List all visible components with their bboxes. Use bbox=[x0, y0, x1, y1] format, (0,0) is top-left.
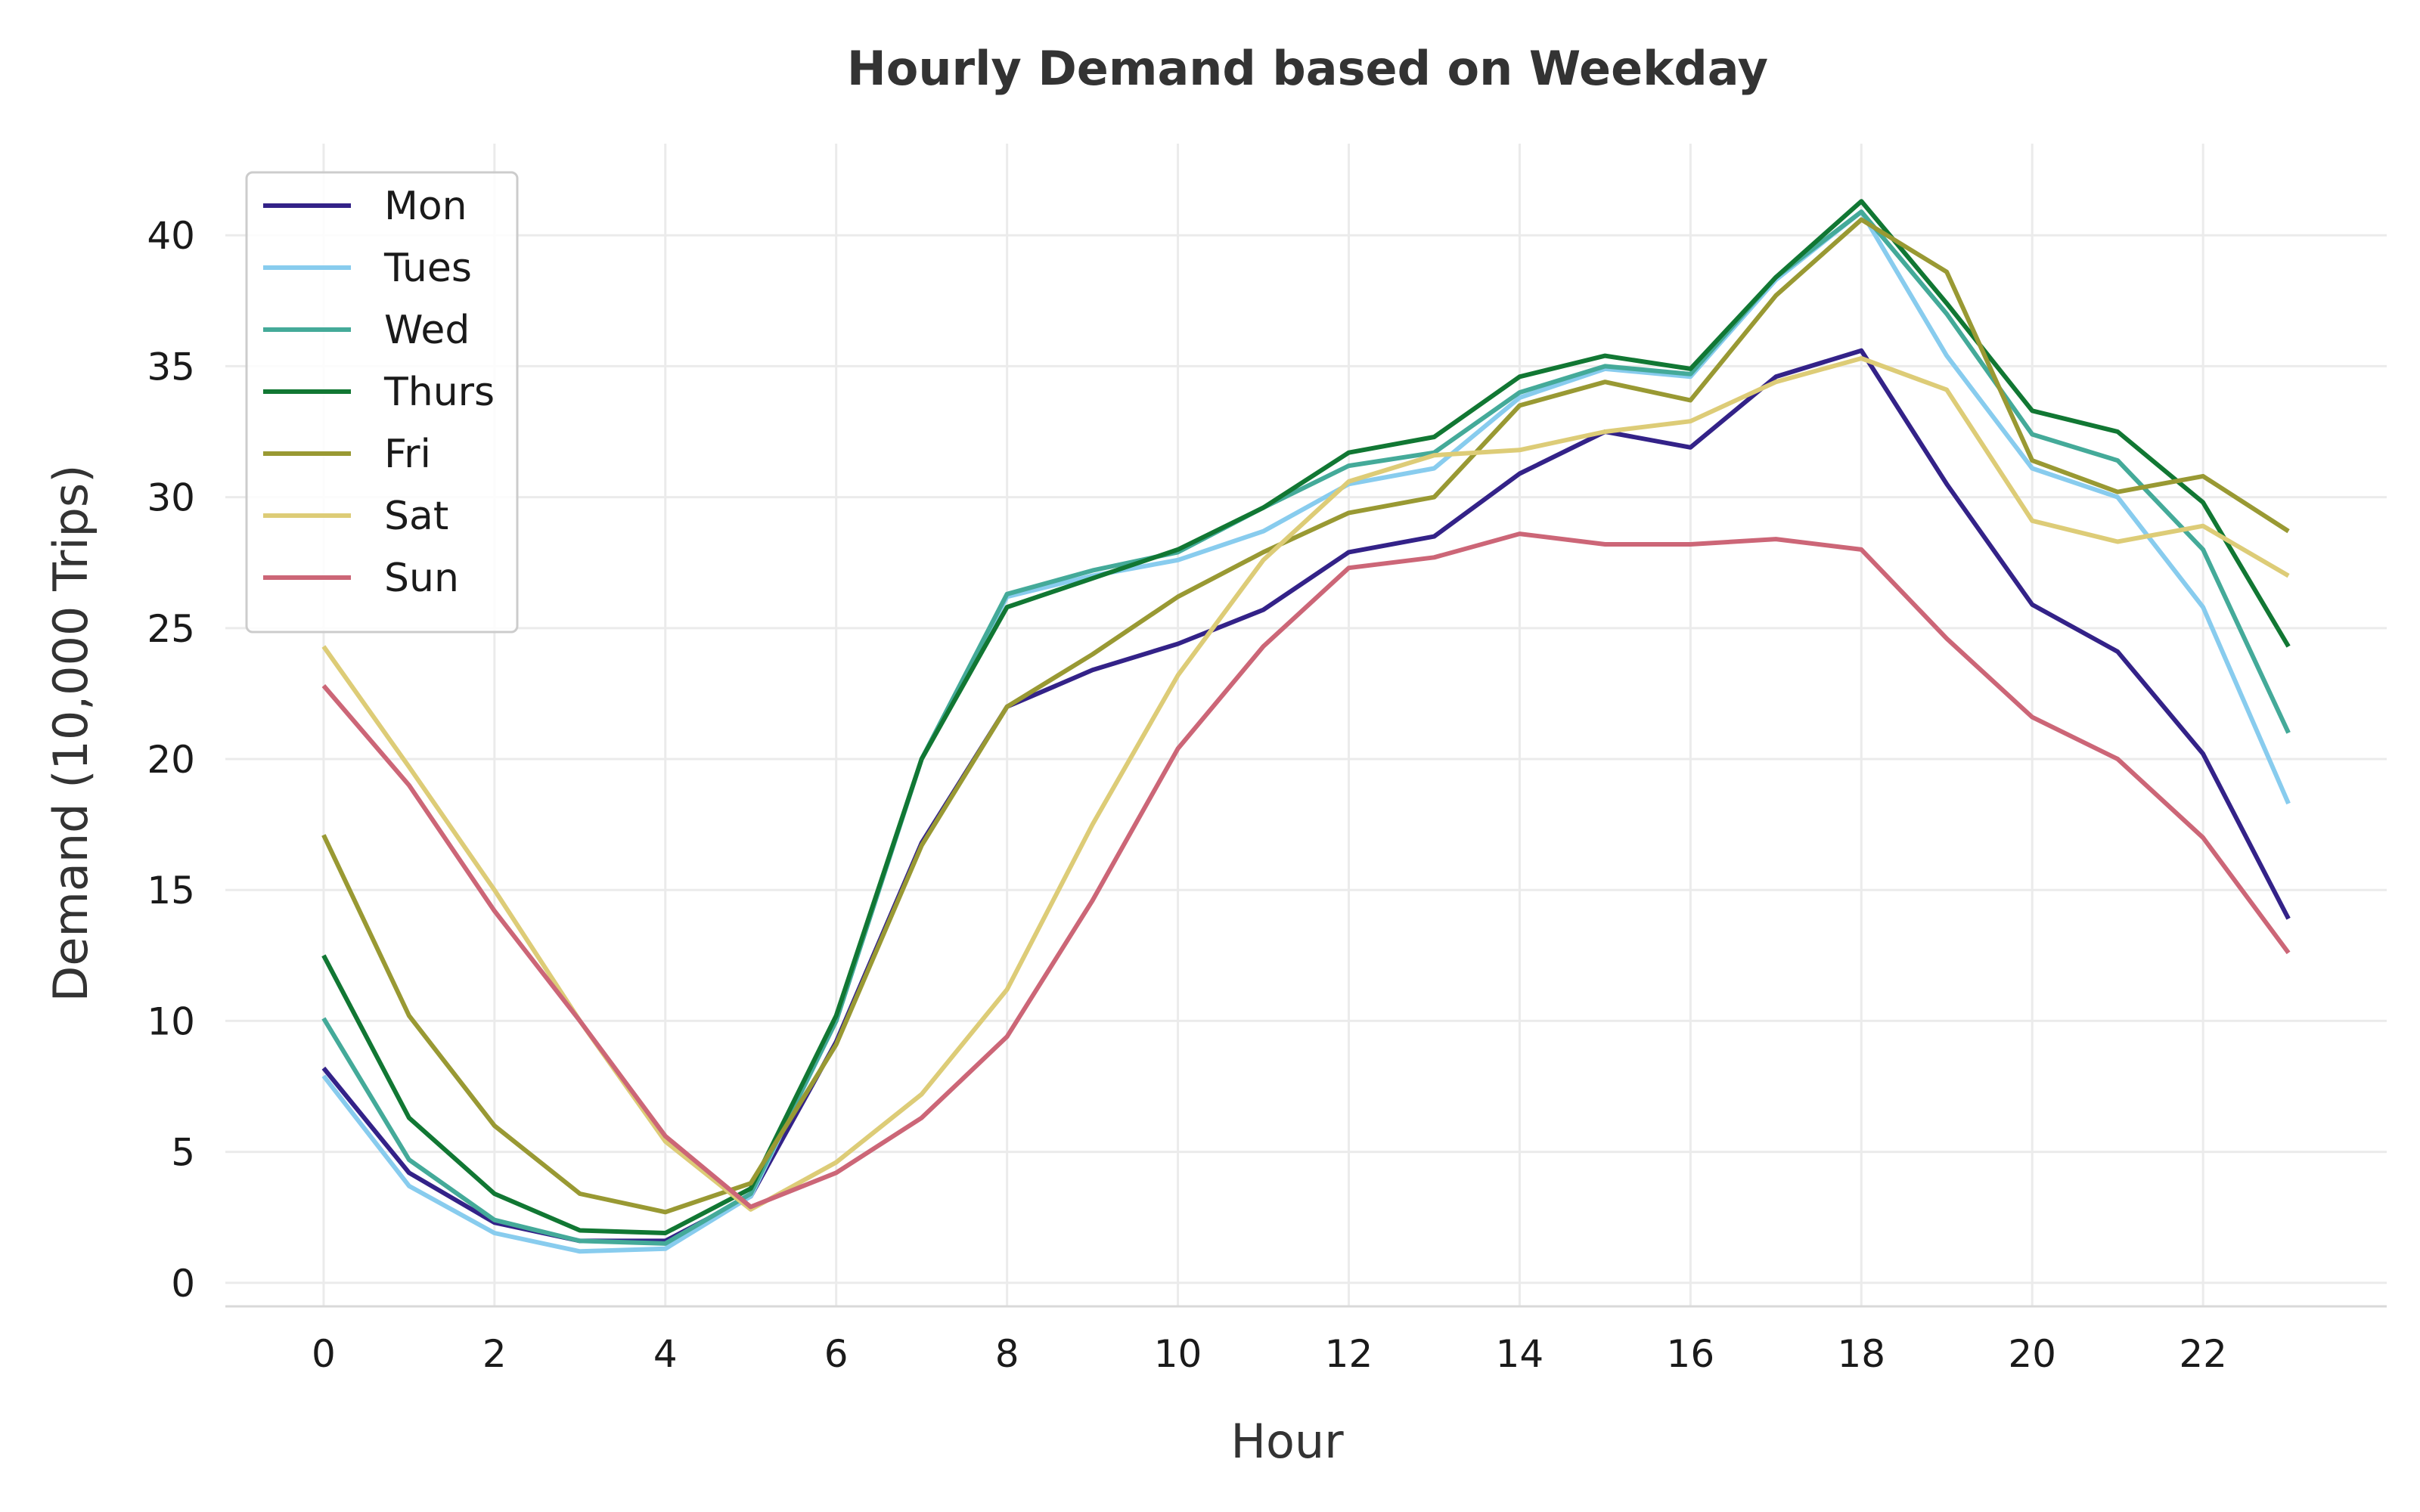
grid-lines bbox=[225, 144, 2387, 1306]
x-tick-label: 8 bbox=[995, 1332, 1019, 1376]
y-tick-label: 15 bbox=[147, 869, 195, 912]
legend-label-wed: Wed bbox=[384, 308, 470, 353]
x-tick-label: 18 bbox=[1837, 1332, 1885, 1376]
y-tick-label: 35 bbox=[147, 345, 195, 389]
y-tick-label: 40 bbox=[147, 214, 195, 258]
legend-label-sat: Sat bbox=[384, 494, 448, 539]
chart-title: Hourly Demand based on Weekday bbox=[847, 41, 1768, 96]
legend-label-sun: Sun bbox=[384, 556, 459, 601]
series-line-tues bbox=[321, 209, 2291, 1254]
legend-label-tues: Tues bbox=[383, 246, 472, 291]
y-axis-label: Demand (10,000 Trips) bbox=[43, 465, 98, 1002]
series-lines bbox=[321, 199, 2291, 1254]
series-line-wed bbox=[321, 209, 2291, 1246]
y-tick-label: 5 bbox=[171, 1131, 195, 1175]
x-tick-label: 0 bbox=[312, 1332, 336, 1376]
y-tick-label: 0 bbox=[171, 1262, 195, 1306]
legend-label-thurs: Thurs bbox=[383, 370, 495, 415]
x-tick-label: 20 bbox=[2008, 1332, 2056, 1376]
x-axis-label: Hour bbox=[1230, 1414, 1344, 1469]
y-tick-label: 20 bbox=[147, 738, 195, 782]
x-tick-label: 22 bbox=[2179, 1332, 2227, 1376]
x-tick-label: 16 bbox=[1667, 1332, 1715, 1376]
y-tick-label: 10 bbox=[147, 999, 195, 1043]
y-tick-label: 30 bbox=[147, 476, 195, 520]
legend-label-fri: Fri bbox=[384, 432, 431, 477]
series-line-sun bbox=[321, 531, 2291, 1210]
series-line-sat bbox=[321, 356, 2290, 1212]
legend-label-mon: Mon bbox=[384, 184, 467, 229]
series-line-fri bbox=[321, 217, 2290, 1215]
tick-labels: 0 2 4 6 8 10 12 14 16 18 20 22 0 5 10 15 20 25 30 35 40 bbox=[147, 214, 2227, 1376]
x-tick-label: 6 bbox=[824, 1332, 849, 1376]
y-tick-label: 25 bbox=[147, 607, 195, 651]
x-tick-label: 14 bbox=[1496, 1332, 1544, 1376]
x-tick-label: 4 bbox=[653, 1332, 678, 1376]
legend: Mon Tues Wed Thurs Fri Sat Sun bbox=[245, 171, 519, 634]
x-tick-label: 12 bbox=[1325, 1332, 1373, 1376]
x-tick-label: 10 bbox=[1154, 1332, 1202, 1376]
series-line-thurs bbox=[321, 199, 2291, 1235]
x-tick-label: 2 bbox=[482, 1332, 507, 1376]
